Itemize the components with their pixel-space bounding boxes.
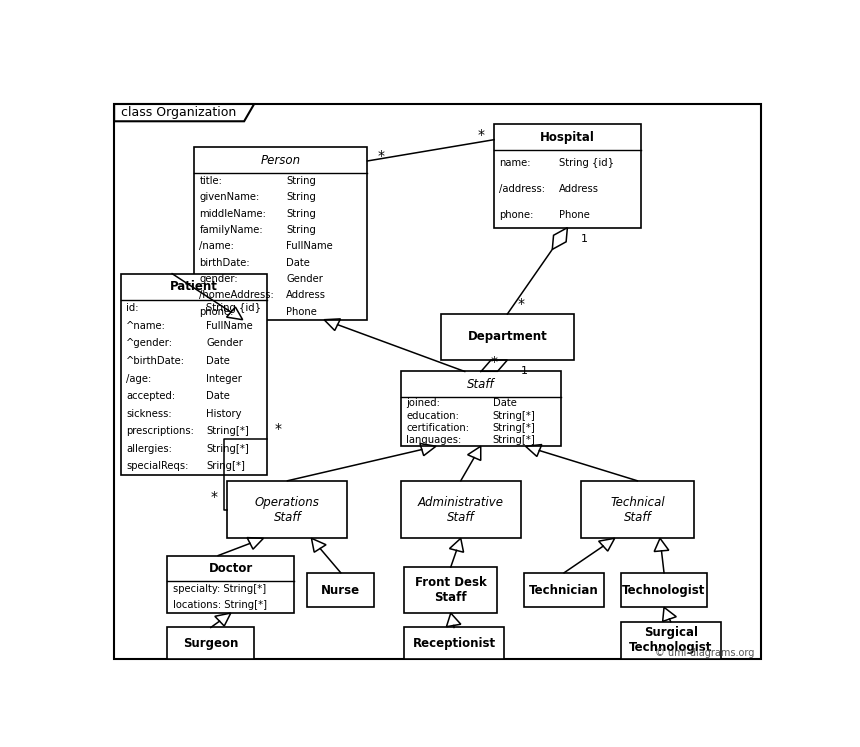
Text: joined:: joined: xyxy=(406,398,440,409)
FancyBboxPatch shape xyxy=(168,556,294,613)
Text: education:: education: xyxy=(406,411,459,421)
Text: FullName: FullName xyxy=(286,241,333,252)
FancyBboxPatch shape xyxy=(308,573,374,607)
Text: Gender: Gender xyxy=(206,338,243,348)
Text: Surgical
Technologist: Surgical Technologist xyxy=(629,627,712,654)
Text: Integer: Integer xyxy=(206,374,242,383)
Text: Sring[*]: Sring[*] xyxy=(206,461,245,471)
Text: /address:: /address: xyxy=(500,184,545,194)
Text: phone:: phone: xyxy=(500,210,534,220)
Text: Date: Date xyxy=(493,398,517,409)
Text: Technical
Staff: Technical Staff xyxy=(610,495,665,524)
Text: prescriptions:: prescriptions: xyxy=(126,426,194,436)
Text: String[*]: String[*] xyxy=(493,411,536,421)
Text: Phone: Phone xyxy=(286,306,317,317)
Text: *: * xyxy=(491,355,498,369)
Text: Surgeon: Surgeon xyxy=(183,636,238,650)
FancyBboxPatch shape xyxy=(401,481,521,539)
Text: Department: Department xyxy=(468,330,547,344)
Text: Date: Date xyxy=(206,391,230,401)
FancyBboxPatch shape xyxy=(404,627,504,659)
Text: Operations
Staff: Operations Staff xyxy=(255,495,320,524)
Text: *: * xyxy=(477,128,484,142)
Text: Date: Date xyxy=(206,356,230,366)
FancyBboxPatch shape xyxy=(621,573,707,607)
FancyBboxPatch shape xyxy=(227,481,347,539)
Text: *: * xyxy=(211,490,218,504)
Text: ^gender:: ^gender: xyxy=(126,338,173,348)
FancyBboxPatch shape xyxy=(404,567,497,613)
Text: /name:: /name: xyxy=(200,241,235,252)
Text: String[*]: String[*] xyxy=(206,426,249,436)
Text: /homeAddress:: /homeAddress: xyxy=(200,291,274,300)
FancyBboxPatch shape xyxy=(621,622,721,659)
Text: 1: 1 xyxy=(580,234,587,244)
Text: familyName:: familyName: xyxy=(200,225,263,235)
Text: ^name:: ^name: xyxy=(126,321,166,331)
FancyBboxPatch shape xyxy=(120,273,267,475)
Text: id:: id: xyxy=(126,303,138,313)
Text: String[*]: String[*] xyxy=(206,444,249,453)
Text: © uml-diagrams.org: © uml-diagrams.org xyxy=(654,648,754,658)
Text: givenName:: givenName: xyxy=(200,193,260,202)
Text: Receptionist: Receptionist xyxy=(413,636,495,650)
Text: specialty: String[*]: specialty: String[*] xyxy=(173,584,266,595)
Text: Phone: Phone xyxy=(559,210,590,220)
Text: phone:: phone: xyxy=(200,306,234,317)
Text: String[*]: String[*] xyxy=(493,436,536,445)
Text: Person: Person xyxy=(261,154,301,167)
Text: String: String xyxy=(286,176,316,186)
Text: Patient: Patient xyxy=(170,280,218,293)
FancyBboxPatch shape xyxy=(580,481,694,539)
Text: Staff: Staff xyxy=(467,378,494,391)
Text: name:: name: xyxy=(500,158,531,168)
Text: String: String xyxy=(286,193,316,202)
Text: ^birthDate:: ^birthDate: xyxy=(126,356,185,366)
Text: String: String xyxy=(286,208,316,219)
Text: String {id}: String {id} xyxy=(206,303,261,313)
Text: gender:: gender: xyxy=(200,274,238,284)
FancyBboxPatch shape xyxy=(168,627,255,659)
Text: accepted:: accepted: xyxy=(126,391,175,401)
Text: sickness:: sickness: xyxy=(126,409,172,418)
FancyBboxPatch shape xyxy=(194,147,367,320)
FancyBboxPatch shape xyxy=(524,573,604,607)
Text: certification:: certification: xyxy=(406,423,469,433)
Text: Address: Address xyxy=(286,291,326,300)
Text: *: * xyxy=(378,149,384,164)
FancyBboxPatch shape xyxy=(401,371,561,446)
Text: String {id}: String {id} xyxy=(559,158,615,168)
Text: Administrative
Staff: Administrative Staff xyxy=(418,495,504,524)
Text: Nurse: Nurse xyxy=(322,583,360,597)
Text: String[*]: String[*] xyxy=(493,423,536,433)
Text: History: History xyxy=(206,409,242,418)
Text: Date: Date xyxy=(286,258,310,267)
Text: languages:: languages: xyxy=(406,436,461,445)
Text: FullName: FullName xyxy=(206,321,253,331)
Text: class Organization: class Organization xyxy=(120,106,236,120)
Text: title:: title: xyxy=(200,176,223,186)
Text: Gender: Gender xyxy=(286,274,323,284)
Polygon shape xyxy=(114,104,255,121)
Text: locations: String[*]: locations: String[*] xyxy=(173,600,267,610)
Text: Technologist: Technologist xyxy=(623,583,706,597)
Text: /age:: /age: xyxy=(126,374,151,383)
Text: Doctor: Doctor xyxy=(209,562,253,575)
Text: middleName:: middleName: xyxy=(200,208,267,219)
Text: Front Desk
Staff: Front Desk Staff xyxy=(415,576,487,604)
Text: *: * xyxy=(518,297,525,311)
Text: allergies:: allergies: xyxy=(126,444,172,453)
Text: String: String xyxy=(286,225,316,235)
Text: specialReqs:: specialReqs: xyxy=(126,461,188,471)
Text: *: * xyxy=(274,422,281,436)
Text: birthDate:: birthDate: xyxy=(200,258,250,267)
FancyBboxPatch shape xyxy=(114,104,760,659)
Text: Hospital: Hospital xyxy=(540,131,595,143)
Text: Address: Address xyxy=(559,184,599,194)
Text: Technician: Technician xyxy=(529,583,599,597)
FancyBboxPatch shape xyxy=(494,124,641,228)
Text: 1: 1 xyxy=(521,366,528,376)
FancyBboxPatch shape xyxy=(440,314,574,360)
